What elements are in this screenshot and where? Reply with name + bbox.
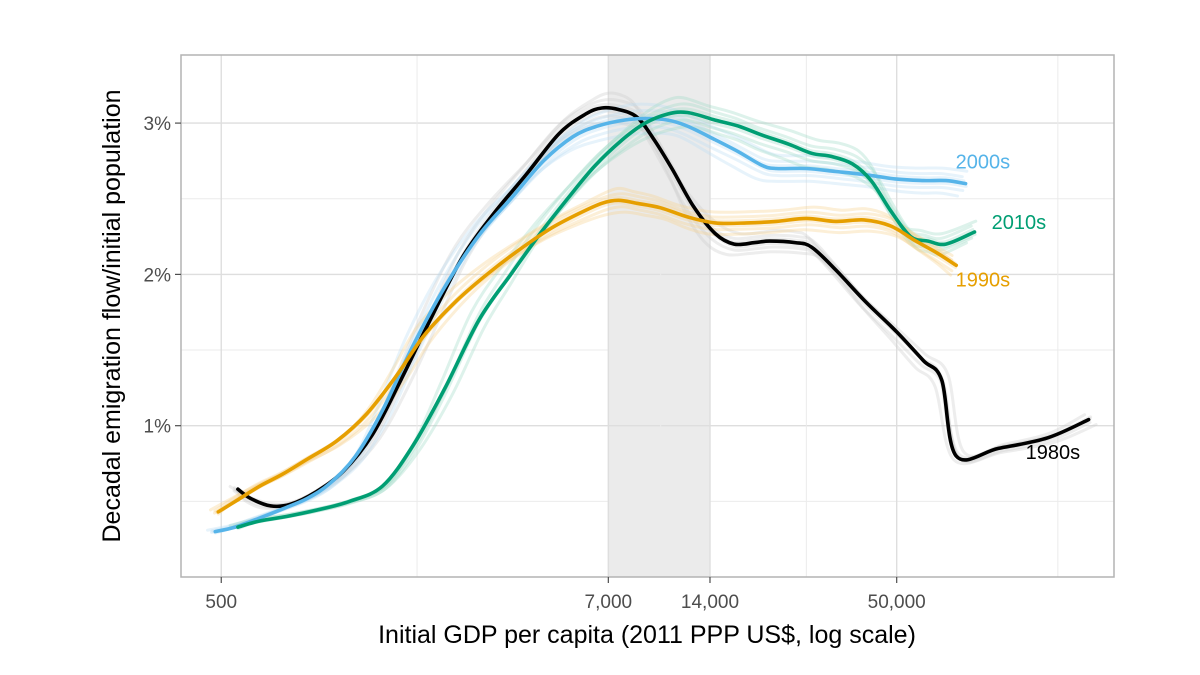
highlight-band — [608, 55, 710, 577]
x-tick-label: 50,000 — [868, 592, 926, 613]
series-label-2010s: 2010s — [992, 212, 1047, 234]
axis-ticks: 500 7,000 14,000 50,000 1% 2% 3% — [144, 114, 926, 613]
y-tick-label: 3% — [144, 114, 172, 135]
y-tick-label: 2% — [144, 265, 172, 286]
shaded-band — [608, 55, 710, 577]
ghost-line-1990s — [216, 210, 953, 516]
series-line-2000s — [213, 116, 968, 534]
series-line-1990s — [216, 198, 958, 514]
ghost-line-2010s — [228, 95, 978, 527]
x-tick-label: 7,000 — [585, 592, 633, 613]
y-tick-label: 1% — [144, 417, 172, 438]
series-line-1980s — [236, 105, 1091, 509]
series-label-1980s: 1980s — [1026, 442, 1081, 464]
ghost-line-2000s — [210, 125, 965, 534]
series-label-1990s: 1990s — [956, 269, 1011, 291]
x-axis-title: Initial GDP per capita (2011 PPP US$, lo… — [378, 621, 916, 649]
plot-panel-border — [180, 54, 1115, 578]
series-labels: 2000s 2010s 1990s 1980s — [956, 151, 1080, 464]
ghost-line-2000s — [213, 131, 959, 535]
series-label-2000s: 2000s — [956, 151, 1011, 173]
x-tick-label: 500 — [205, 592, 237, 613]
ghost-line-1980s — [232, 114, 1092, 510]
series-line-2010s — [236, 110, 977, 529]
ghost-line-1990s — [213, 205, 954, 515]
x-tick-label: 14,000 — [681, 592, 739, 613]
series-lines — [213, 105, 1091, 534]
y-axis-title: Decadal emigration flow/initial populati… — [98, 89, 126, 542]
gridlines — [181, 55, 1114, 577]
ghost-line-1980s — [236, 120, 1098, 511]
